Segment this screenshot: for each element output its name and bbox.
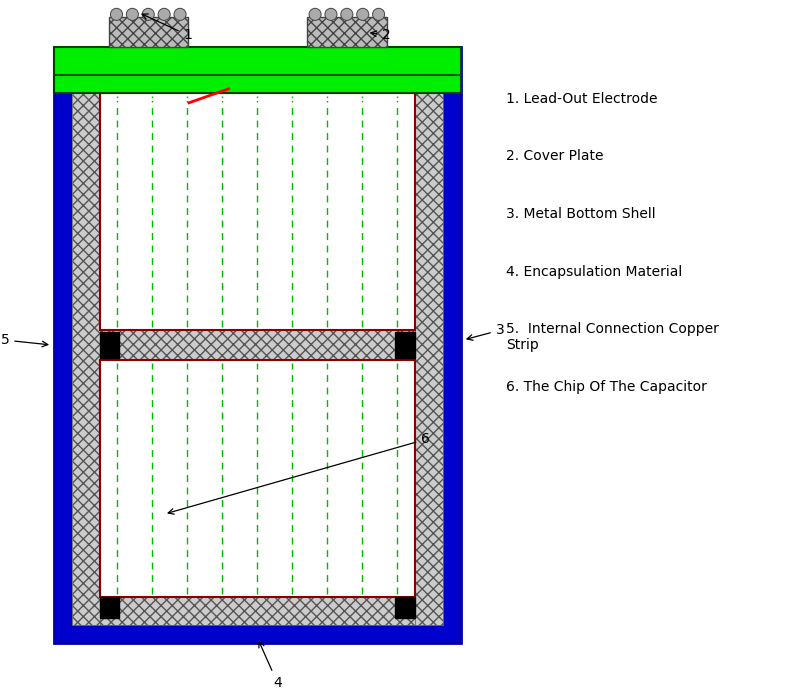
Text: 4. Encapsulation Material: 4. Encapsulation Material (506, 265, 682, 279)
Bar (395, 332, 415, 358)
Circle shape (126, 8, 138, 20)
Circle shape (110, 8, 122, 20)
Circle shape (373, 8, 385, 20)
Bar (54, 47, 461, 643)
Bar (100, 332, 119, 358)
Text: 6. The Chip Of The Capacitor: 6. The Chip Of The Capacitor (506, 380, 706, 394)
Bar (72, 65, 100, 625)
Bar (54, 47, 461, 93)
Text: 4: 4 (259, 642, 282, 690)
Text: 1. Lead-Out Electrode: 1. Lead-Out Electrode (506, 92, 658, 106)
Bar (72, 65, 443, 625)
Bar (100, 330, 415, 360)
Text: 2: 2 (371, 28, 391, 42)
Text: 5.  Internal Connection Copper
Strip: 5. Internal Connection Copper Strip (506, 322, 718, 352)
Circle shape (357, 8, 369, 20)
Circle shape (158, 8, 170, 20)
Circle shape (325, 8, 337, 20)
Bar (100, 597, 119, 618)
Circle shape (174, 8, 186, 20)
Bar (109, 18, 188, 47)
Text: 2. Cover Plate: 2. Cover Plate (506, 149, 603, 163)
Bar (307, 18, 386, 47)
Circle shape (309, 8, 321, 20)
Bar (72, 65, 443, 93)
Circle shape (341, 8, 353, 20)
Text: 3: 3 (467, 323, 505, 340)
Text: 3. Metal Bottom Shell: 3. Metal Bottom Shell (506, 207, 655, 221)
Text: 5: 5 (1, 333, 48, 347)
Bar (415, 65, 443, 625)
Bar (395, 597, 415, 618)
Bar (72, 597, 443, 625)
Bar (100, 93, 415, 330)
Bar (100, 360, 415, 597)
Text: 1: 1 (142, 14, 193, 42)
Text: 6: 6 (168, 433, 430, 514)
Circle shape (142, 8, 154, 20)
